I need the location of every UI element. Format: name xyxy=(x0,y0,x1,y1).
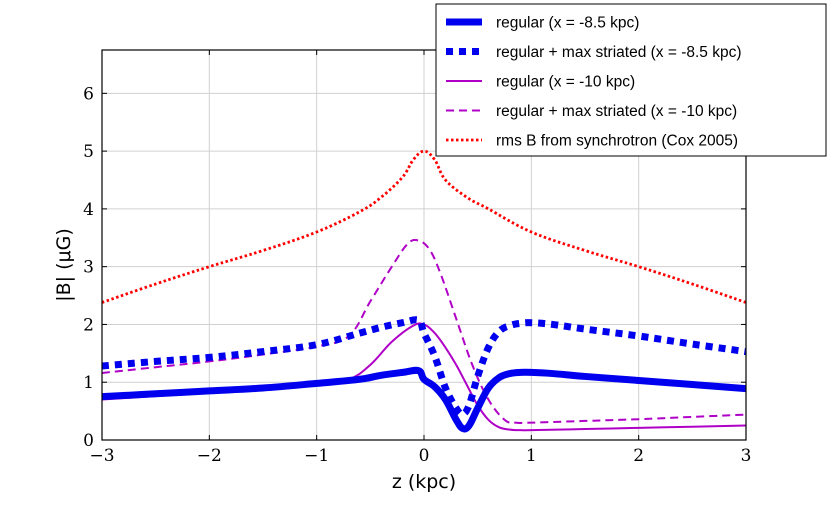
legend-label-0: regular (x = -8.5 kpc) xyxy=(496,15,639,32)
series-line-0 xyxy=(102,366,746,433)
axis-ticks: −3 −2 −1 0 1 2 3 0 1 2 3 4 5 6 xyxy=(83,50,751,466)
x-tick-label: 2 xyxy=(633,446,644,466)
y-tick-label: 2 xyxy=(83,315,94,335)
series-group xyxy=(102,149,746,433)
x-tick-label: 0 xyxy=(419,446,430,466)
x-tick-label: −3 xyxy=(89,446,114,466)
legend-box xyxy=(435,3,827,157)
y-tick-label: 4 xyxy=(83,200,94,220)
x-tick-label: 3 xyxy=(741,446,752,466)
legend-label-3: regular + max striated (x = -10 kpc) xyxy=(496,103,737,120)
legend-label-1: regular + max striated (x = -8.5 kpc) xyxy=(496,44,742,61)
y-tick-label: 6 xyxy=(83,84,94,104)
x-tick-label: 1 xyxy=(526,446,537,466)
legend-label-2: regular (x = -10 kpc) xyxy=(496,74,635,91)
y-tick-label: 3 xyxy=(83,258,94,278)
x-tick-label: −2 xyxy=(197,446,222,466)
legend: regular (x = -8.5 kpc) regular + max stri… xyxy=(435,3,827,157)
y-tick-label: 5 xyxy=(83,142,94,162)
series-line-3 xyxy=(102,238,746,424)
y-tick-label: 1 xyxy=(83,373,94,393)
y-tick-label: 0 xyxy=(83,431,94,451)
legend-label-4: rms B from synchrotron (Cox 2005) xyxy=(496,133,738,150)
x-axis-label: z (kpc) xyxy=(392,471,456,493)
x-tick-label: −1 xyxy=(304,446,329,466)
y-axis-label: |B| (μG) xyxy=(53,228,75,302)
